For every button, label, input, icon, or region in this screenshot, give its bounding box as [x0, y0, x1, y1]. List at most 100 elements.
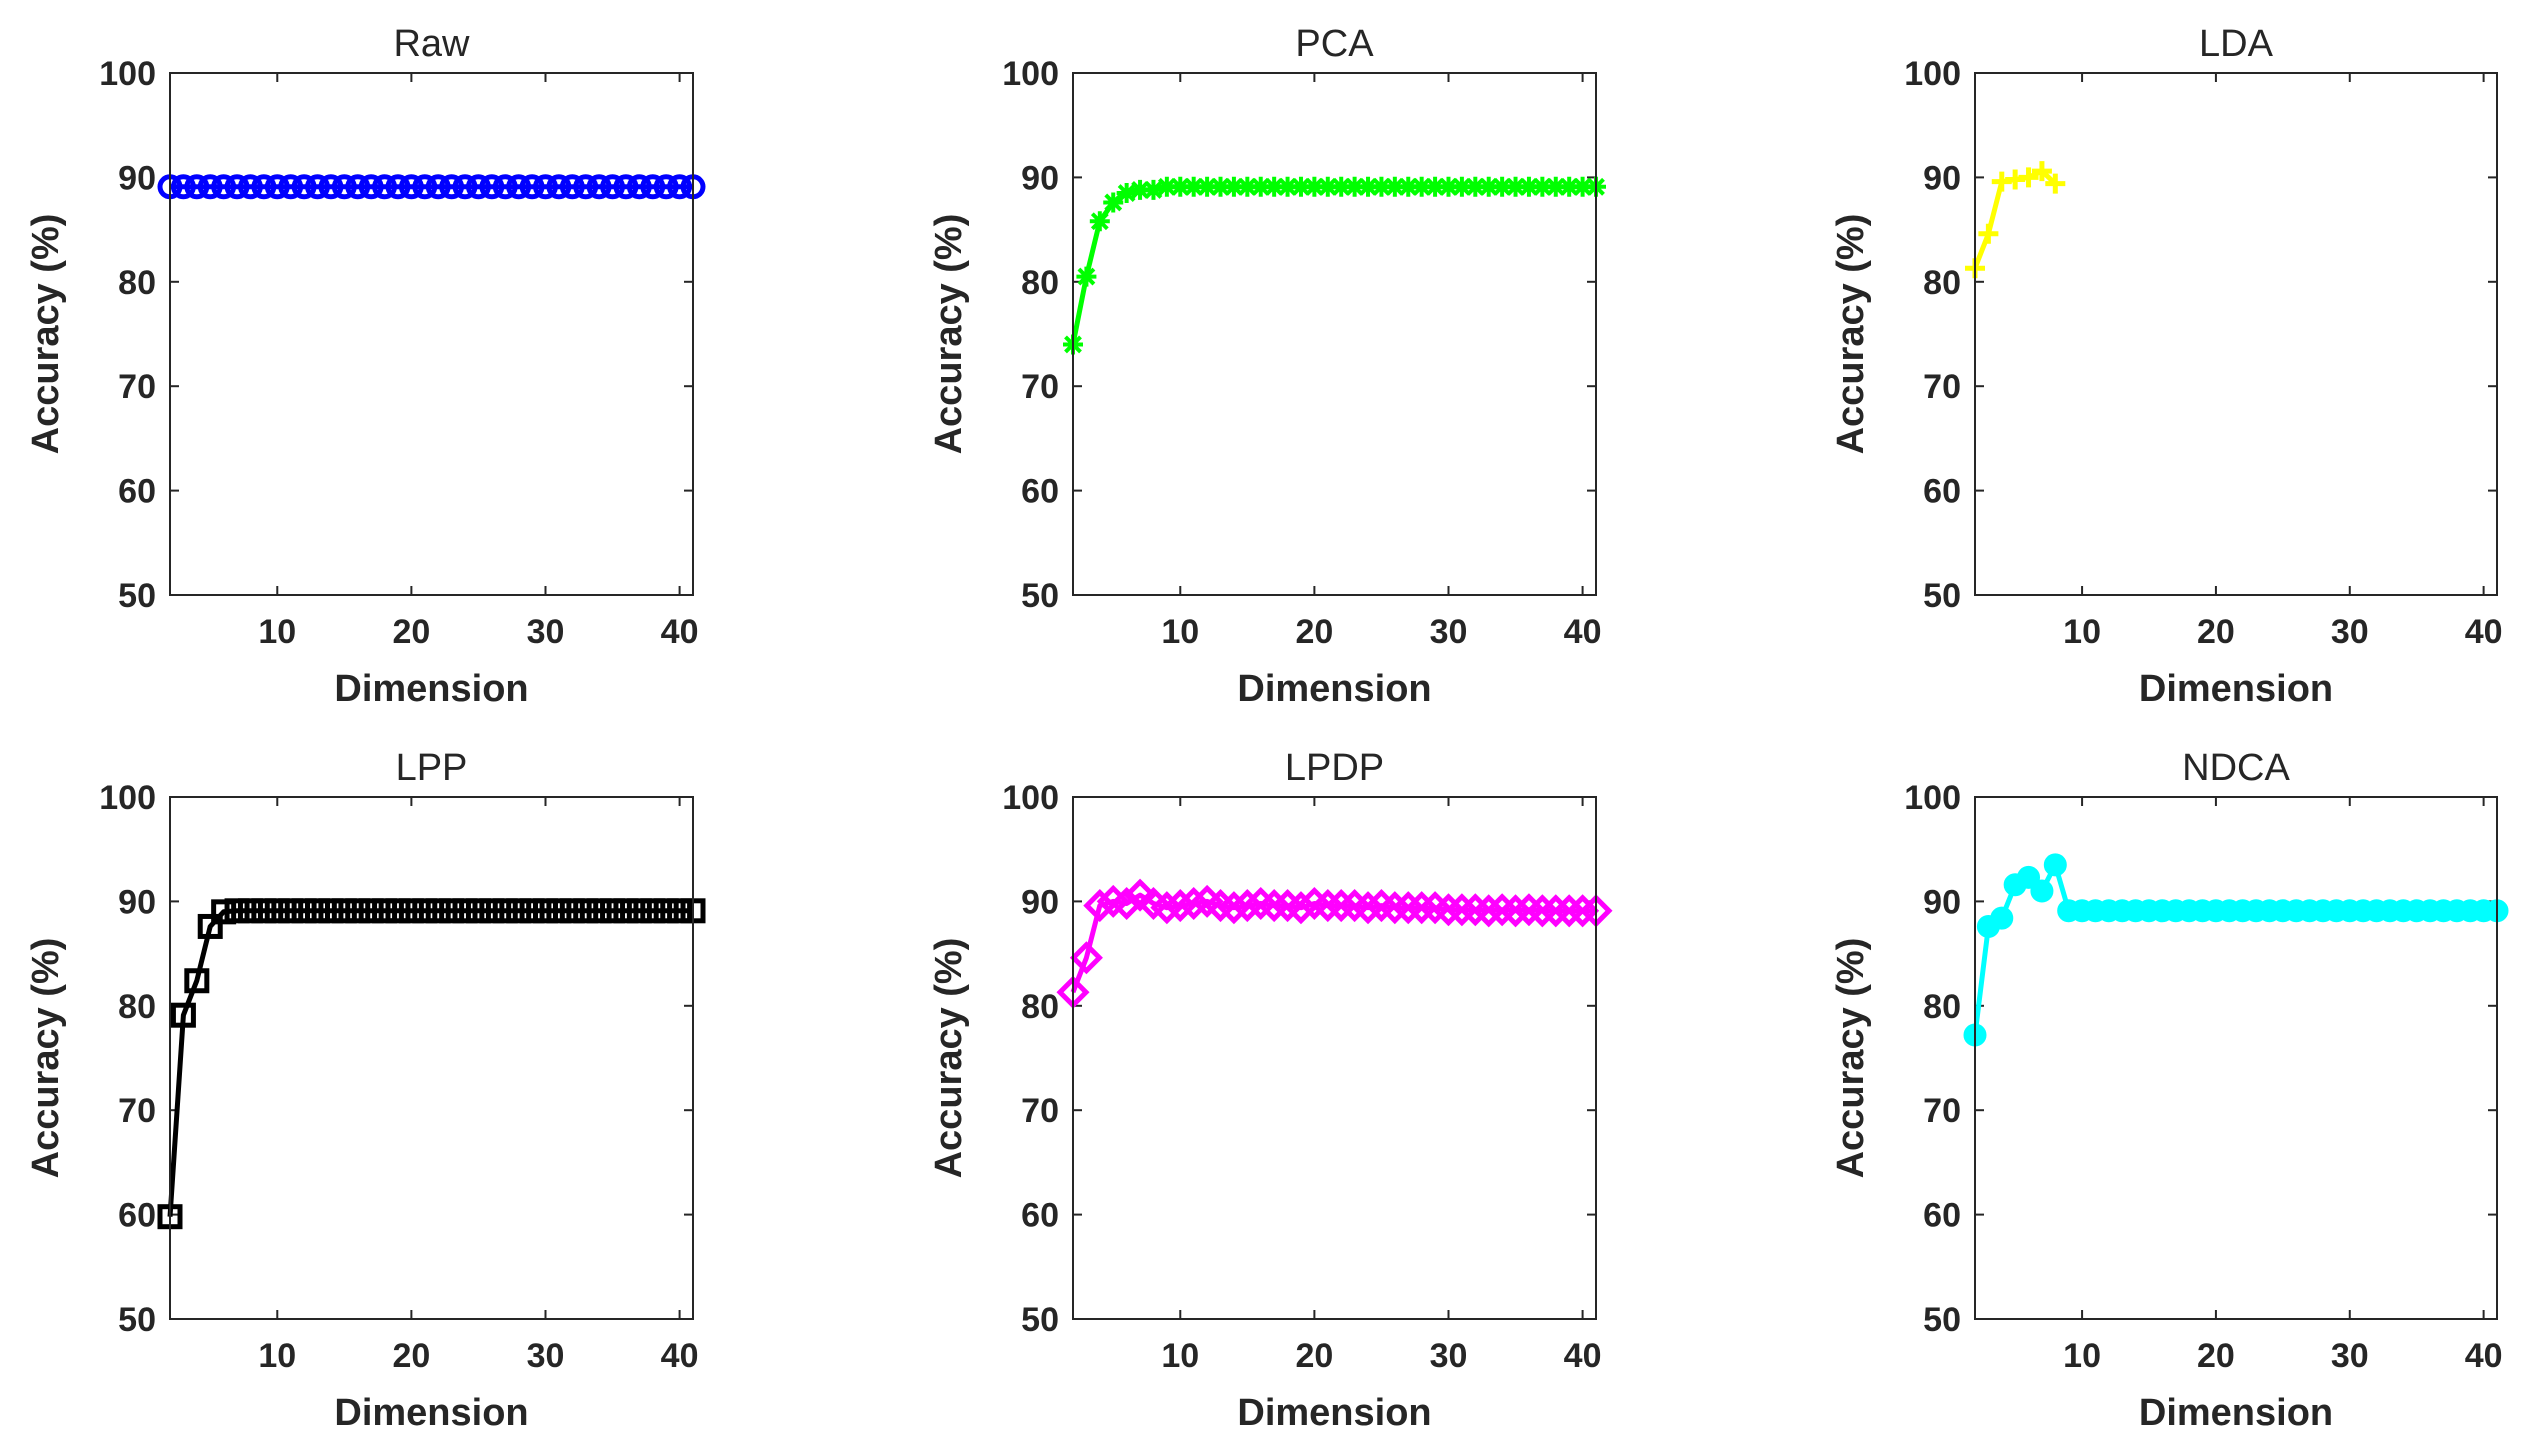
- y-tick-label: 100: [99, 779, 156, 817]
- data-point: [600, 174, 626, 200]
- data-point: [291, 174, 317, 200]
- data-point: [532, 174, 558, 200]
- data-point: [237, 898, 263, 924]
- data-point: [372, 898, 398, 924]
- y-tick-label: 80: [118, 264, 156, 302]
- data-point: [1559, 176, 1580, 197]
- data-point: [1150, 891, 1184, 925]
- y-tick-label: 60: [118, 473, 156, 511]
- y-tick-label: 90: [118, 159, 156, 197]
- y-tick-label: 90: [1021, 159, 1059, 197]
- data-point: [331, 174, 357, 200]
- x-tick-label: 10: [1161, 613, 1199, 651]
- series-line-lpdp: [1070, 892, 1596, 994]
- axes-box: [169, 796, 694, 1320]
- y-tick-label: 80: [1923, 988, 1961, 1026]
- y-tick-label: 100: [1904, 55, 1961, 93]
- data-point: [1264, 176, 1285, 197]
- data-point: [1445, 893, 1479, 927]
- data-point: [1217, 891, 1251, 925]
- data-point: [439, 898, 465, 924]
- y-tick-label: 50: [118, 1301, 156, 1339]
- y-tick-label: 60: [1021, 1197, 1059, 1235]
- data-point: [1069, 941, 1103, 975]
- data-point: [2043, 853, 2067, 877]
- plot-area: [1975, 73, 2497, 595]
- plot-area: [170, 73, 693, 595]
- data-point: [264, 174, 290, 200]
- data-point: [385, 898, 411, 924]
- data-point: [1438, 176, 1459, 197]
- data-point: [1250, 176, 1271, 197]
- data-point: [546, 174, 572, 200]
- data-point: [358, 174, 384, 200]
- data-point: [1083, 889, 1117, 923]
- x-tick-label: 30: [1430, 1337, 1468, 1375]
- y-tick-label: 100: [99, 55, 156, 93]
- data-point: [1492, 176, 1513, 197]
- data-point: [492, 174, 518, 200]
- data-point: [1358, 176, 1379, 197]
- x-tick-label: 30: [527, 613, 565, 651]
- y-tick-label: 90: [1923, 159, 1961, 197]
- data-point: [1089, 211, 1110, 232]
- y-tick-label: 70: [118, 368, 156, 406]
- data-point: [1398, 176, 1419, 197]
- y-tick-label: 50: [1021, 1301, 1059, 1339]
- axes-box: [1072, 72, 1597, 596]
- data-point: [573, 898, 599, 924]
- data-point: [1532, 176, 1553, 197]
- x-tick-label: 40: [661, 1337, 699, 1375]
- y-tick-label: 90: [118, 883, 156, 921]
- data-point: [1123, 878, 1157, 912]
- chart-title: LPDP: [1285, 747, 1384, 789]
- data-point: [653, 898, 679, 924]
- data-point: [626, 898, 652, 924]
- y-axis-label: Accuracy (%): [1830, 214, 1872, 455]
- data-point: [1210, 176, 1231, 197]
- data-point: [1230, 889, 1264, 923]
- data-point: [1518, 176, 1539, 197]
- data-point: [1572, 176, 1593, 197]
- y-tick-label: 70: [1021, 368, 1059, 406]
- data-point: [667, 898, 693, 924]
- y-axis-label: Accuracy (%): [25, 214, 67, 455]
- data-point: [1130, 179, 1151, 200]
- data-point: [532, 898, 558, 924]
- axes-box: [1974, 796, 2498, 1320]
- series-line-lpp: [167, 908, 693, 1217]
- y-tick-label: 70: [1923, 368, 1961, 406]
- data-point: [1290, 176, 1311, 197]
- data-point: [1163, 889, 1197, 923]
- data-point: [1552, 894, 1586, 928]
- data-point: [452, 898, 478, 924]
- x-tick-label: 40: [1564, 613, 1602, 651]
- data-point: [640, 898, 666, 924]
- data-point: [1156, 176, 1177, 197]
- data-point: [1170, 176, 1191, 197]
- data-point: [1525, 894, 1559, 928]
- data-point: [613, 174, 639, 200]
- data-point: [1978, 223, 1999, 244]
- data-point: [425, 174, 451, 200]
- x-tick-label: 10: [2063, 1337, 2101, 1375]
- x-axis-label: Dimension: [1237, 1392, 1431, 1434]
- data-point: [1545, 176, 1566, 197]
- data-point: [1990, 906, 2014, 930]
- data-point: [224, 898, 250, 924]
- x-tick-label: 20: [2197, 613, 2235, 651]
- x-tick-label: 40: [1564, 1337, 1602, 1375]
- data-point: [2045, 173, 2066, 194]
- chart-title: LPP: [396, 747, 468, 789]
- data-point: [1223, 176, 1244, 197]
- data-point: [1197, 176, 1218, 197]
- y-tick-label: 100: [1002, 55, 1059, 93]
- x-tick-label: 20: [392, 613, 430, 651]
- data-point: [278, 174, 304, 200]
- chart-panel-raw: 50 60 70 80 90 100 10 20 30 40 Raw Dimension Accurac…: [25, 23, 706, 710]
- y-tick-label: 100: [1904, 779, 1961, 817]
- data-point: [1257, 889, 1291, 923]
- data-point: [559, 174, 585, 200]
- plot-area: [1073, 73, 1596, 595]
- x-tick-label: 30: [2331, 613, 2369, 651]
